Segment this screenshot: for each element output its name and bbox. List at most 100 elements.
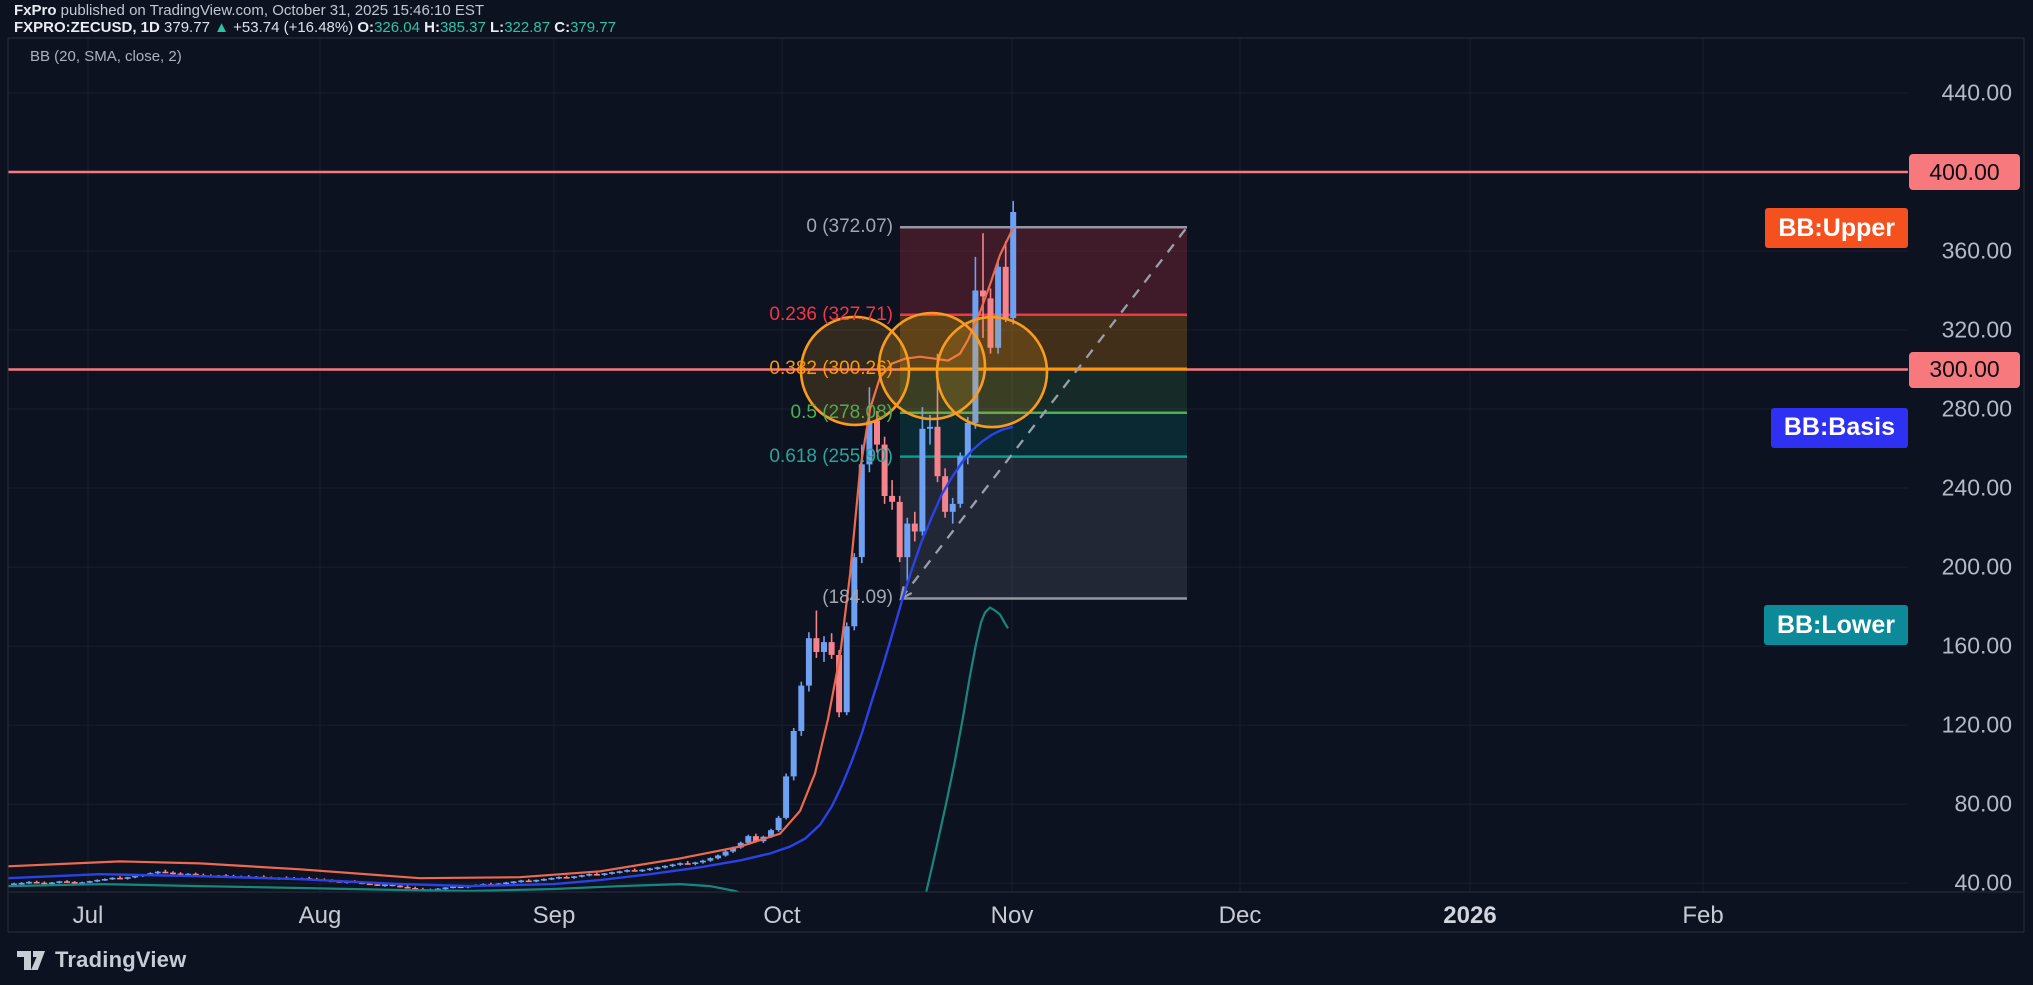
- candle-body: [768, 830, 774, 837]
- candle-body: [699, 860, 706, 863]
- candle-body: [26, 881, 33, 884]
- candle-body: [86, 881, 93, 883]
- publisher-name: FxPro: [14, 2, 57, 19]
- candle-body: [858, 464, 865, 558]
- bb-upper-line: [8, 227, 1014, 880]
- trend-line[interactable]: [899, 226, 1188, 601]
- open-label: O:: [357, 19, 375, 36]
- candle-body: [1010, 212, 1017, 319]
- candle-body: [964, 422, 971, 457]
- candle-body: [987, 298, 994, 348]
- candle-body: [18, 882, 25, 885]
- candle-body: [677, 863, 684, 865]
- price-tick-label: 320.00: [1941, 316, 2012, 343]
- price-tick-label: 440.00: [1941, 79, 2012, 106]
- high-label: H:: [424, 19, 440, 36]
- time-tick-label: Feb: [1682, 902, 1724, 929]
- candle-body: [972, 290, 979, 423]
- fib-level-label: (184.09): [822, 587, 893, 609]
- candle-body: [177, 873, 184, 876]
- price-tick-label: 80.00: [1954, 790, 2012, 817]
- candle-body: [540, 879, 547, 881]
- candle-body: [646, 868, 653, 871]
- time-tick-label: Nov: [990, 902, 1034, 929]
- candle-body: [147, 873, 154, 875]
- highlight-circle: [799, 315, 911, 427]
- candle-body: [790, 731, 797, 777]
- bb-upper-label: BB:Upper: [1765, 208, 1908, 249]
- candle-body: [571, 876, 578, 878]
- highlight-circles[interactable]: [799, 311, 1049, 429]
- candle-body: [609, 872, 615, 874]
- price-change: +53.74 (+16.48%): [233, 19, 354, 36]
- candle-body: [995, 266, 1002, 348]
- candle-body: [874, 420, 880, 445]
- candle-body: [381, 884, 388, 887]
- candle-body: [556, 877, 562, 879]
- price-tick-label: 280.00: [1941, 395, 2012, 422]
- candle-body: [715, 855, 721, 859]
- highlight-circle: [877, 311, 987, 421]
- candle-body: [48, 882, 55, 885]
- up-arrow-icon: ▲: [214, 19, 229, 36]
- candle-body: [669, 864, 676, 867]
- candle-body: [94, 879, 101, 882]
- candle-body: [593, 874, 600, 876]
- candle-body: [389, 884, 396, 887]
- tradingview-watermark: TradingView: [16, 947, 186, 973]
- bb-basis-line: [8, 425, 1014, 888]
- bb-basis-label: BB:Basis: [1770, 407, 1908, 448]
- tradingview-watermark-text: TradingView: [55, 947, 187, 972]
- candle-body: [503, 882, 510, 885]
- candle-body: [450, 886, 457, 889]
- candle-body: [578, 875, 585, 877]
- candle-body: [752, 836, 759, 842]
- fib-level-lines: [900, 225, 1187, 600]
- fib-retracement-fills: [900, 227, 1187, 599]
- candle-body: [56, 881, 63, 883]
- time-tick-label: Jul: [72, 902, 104, 929]
- fib-level-label: 0.236 (327.71): [769, 303, 893, 325]
- candle-body: [404, 886, 411, 889]
- candle-body: [170, 872, 176, 875]
- candle-body: [934, 426, 941, 477]
- candle-body: [919, 428, 926, 532]
- pane-borders: [7, 37, 2025, 933]
- candle-body: [821, 642, 827, 652]
- high-value: 385.37: [439, 19, 486, 36]
- candle-body: [889, 495, 896, 502]
- fib-level-label: 0.5 (278.08): [790, 401, 893, 423]
- price-tick-label: 240.00: [1941, 474, 2012, 501]
- candle-body: [374, 884, 381, 886]
- tradingview-logo-icon: [17, 951, 45, 970]
- candle-body: [745, 836, 752, 843]
- candle-body: [124, 877, 131, 879]
- price-tick-label: 120.00: [1941, 711, 2012, 738]
- candle-body: [397, 885, 404, 888]
- low-value: 322.87: [504, 19, 551, 36]
- price-tick-label: 160.00: [1941, 632, 2012, 659]
- candle-body: [192, 873, 199, 876]
- candle-body: [722, 851, 729, 856]
- candle-body: [851, 557, 858, 627]
- candle-body: [775, 817, 782, 831]
- candle-body: [631, 870, 638, 872]
- candle-body: [79, 882, 86, 884]
- highlight-circle: [935, 315, 1049, 429]
- candle-body: [434, 888, 441, 891]
- published-line: FxPro published on TradingView.com, Octo…: [14, 2, 616, 19]
- candle-body: [730, 847, 737, 852]
- candle-body: [980, 290, 986, 297]
- low-label: L:: [490, 19, 505, 36]
- time-tick-label: 2026: [1443, 902, 1497, 929]
- candle-body: [162, 871, 169, 874]
- candle-body: [117, 877, 123, 880]
- fib-level-label: 0.382 (300.26): [769, 358, 893, 380]
- candle-body: [33, 881, 40, 884]
- chart-header: FxPro published on TradingView.com, Octo…: [14, 2, 616, 36]
- candle-body: [41, 882, 48, 885]
- candle-body: [457, 886, 464, 889]
- candle-body: [911, 523, 918, 532]
- candle-body: [624, 870, 631, 872]
